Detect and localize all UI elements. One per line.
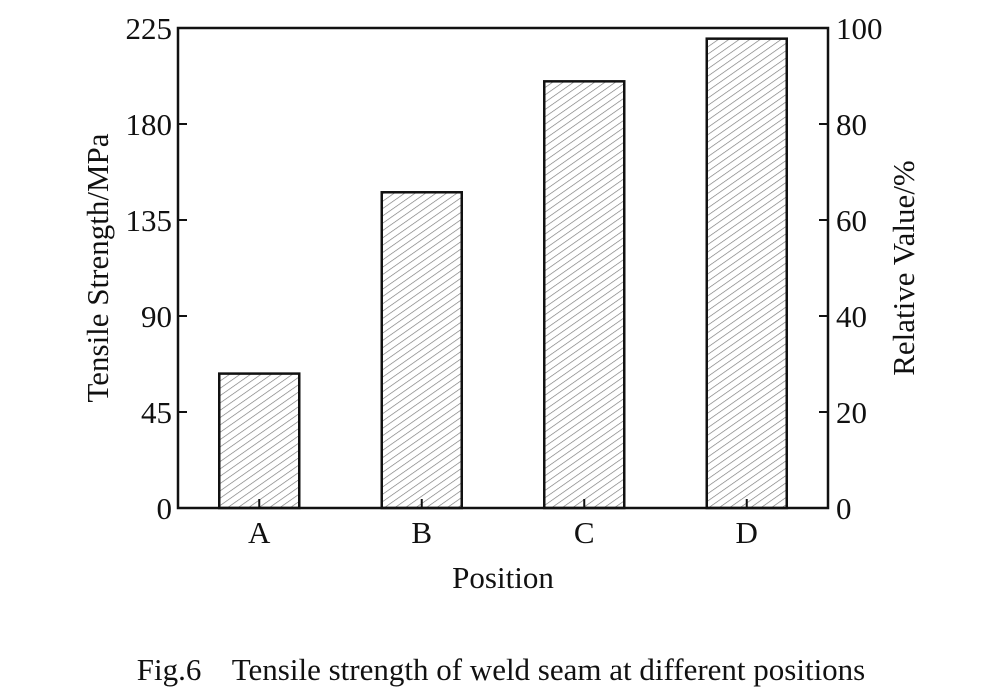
x-axis-label: Position — [452, 560, 554, 595]
y2-tick-label: 20 — [836, 395, 867, 430]
y2-tick-label: 0 — [836, 491, 852, 526]
y2-axis-label: Relative Value/% — [886, 160, 921, 376]
x-tick-label: D — [736, 515, 758, 550]
bar-D — [705, 37, 788, 510]
y-tick-label: 45 — [141, 395, 172, 430]
bar-C — [543, 80, 626, 510]
y2-tick-label: 40 — [836, 299, 867, 334]
y-tick-label: 135 — [126, 203, 173, 238]
x-tick-label: A — [248, 515, 271, 550]
bar-B — [380, 191, 463, 510]
x-tick-label: C — [574, 515, 595, 550]
y-axis-label: Tensile Strength/MPa — [80, 133, 115, 402]
bars-layer — [218, 37, 788, 510]
y2-tick-label: 100 — [836, 11, 883, 46]
ticks-layer: A B C D 0 45 90 135 180 225 0 20 40 60 80 100 — [126, 11, 883, 550]
bar-A — [218, 372, 301, 510]
plot-frame — [176, 26, 830, 510]
y2-tick-label: 80 — [836, 107, 867, 142]
y-tick-label: 0 — [157, 491, 173, 526]
y2-tick-label: 60 — [836, 203, 867, 238]
x-tick-label: B — [411, 515, 432, 550]
y-tick-label: 180 — [126, 107, 173, 142]
y-tick-label: 225 — [126, 11, 173, 46]
y-tick-label: 90 — [141, 299, 172, 334]
figure-caption: Fig.6 Tensile strength of weld seam at d… — [136, 652, 866, 687]
